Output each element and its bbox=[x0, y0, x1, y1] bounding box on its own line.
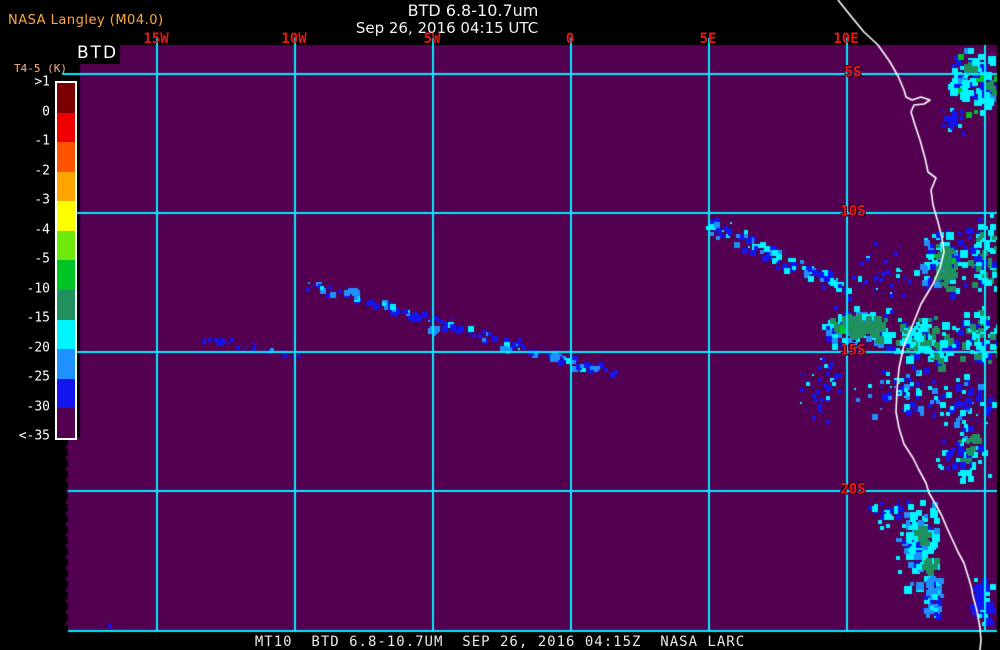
colorbar-title: BTD bbox=[75, 43, 121, 64]
colorbar-segment bbox=[57, 408, 75, 438]
credit-label: NASA Langley (M04.0) bbox=[8, 13, 164, 28]
longitude-label: 5W bbox=[423, 31, 441, 47]
colorbar-tick-label: -20 bbox=[26, 340, 50, 355]
colorbar-tick-label: -4 bbox=[34, 222, 50, 237]
colorbar-segment bbox=[57, 260, 75, 291]
colorbar-tick-label: 0 bbox=[42, 104, 50, 119]
colorbar-segment bbox=[57, 349, 75, 379]
longitude-label: 15W bbox=[143, 31, 169, 47]
longitude-label: 0 bbox=[565, 31, 575, 47]
colorbar-segment bbox=[57, 83, 75, 113]
latitude-label: 10S bbox=[840, 203, 866, 220]
colorbar-segment bbox=[57, 230, 75, 261]
longitude-label: 10W bbox=[281, 31, 307, 47]
latitude-label: 15S bbox=[840, 342, 866, 359]
latitude-label: 5S bbox=[844, 64, 862, 81]
colorbar-tick-label: >1 bbox=[34, 74, 50, 90]
datetime-label: Sep 26, 2016 04:15 UTC bbox=[355, 19, 539, 37]
colorbar-tick-label: -5 bbox=[34, 251, 50, 267]
page-title: BTD 6.8-10.7um bbox=[407, 1, 539, 20]
colorbar-tick-label: -1 bbox=[34, 133, 50, 149]
colorbar-units-label: T4-5 (K) bbox=[14, 62, 67, 75]
colorbar-tick-label: -15 bbox=[26, 310, 50, 326]
longitude-label: 5E bbox=[699, 31, 717, 47]
colorbar-segment bbox=[57, 319, 75, 350]
footer-caption: MT10 BTD 6.8-10.7UM SEP 26, 2016 04:15Z … bbox=[254, 634, 746, 650]
colorbar-tick-label: -2 bbox=[34, 163, 50, 178]
colorbar-segment bbox=[57, 112, 75, 143]
colorbar-segment bbox=[57, 201, 75, 231]
colorbar bbox=[55, 81, 77, 440]
colorbar-tick-label: -10 bbox=[26, 281, 50, 296]
colorbar-tick-label: -30 bbox=[26, 399, 50, 414]
colorbar-segment bbox=[57, 290, 75, 320]
latitude-label: 20S bbox=[840, 481, 866, 498]
colorbar-segment bbox=[57, 171, 75, 202]
longitude-label: 10E bbox=[833, 31, 859, 47]
colorbar-segment bbox=[57, 142, 75, 172]
colorbar-segment bbox=[57, 378, 75, 409]
colorbar-tick-label: -3 bbox=[34, 192, 50, 208]
colorbar-tick-label: <-35 bbox=[18, 428, 50, 444]
colorbar-tick-label: -25 bbox=[26, 369, 50, 385]
